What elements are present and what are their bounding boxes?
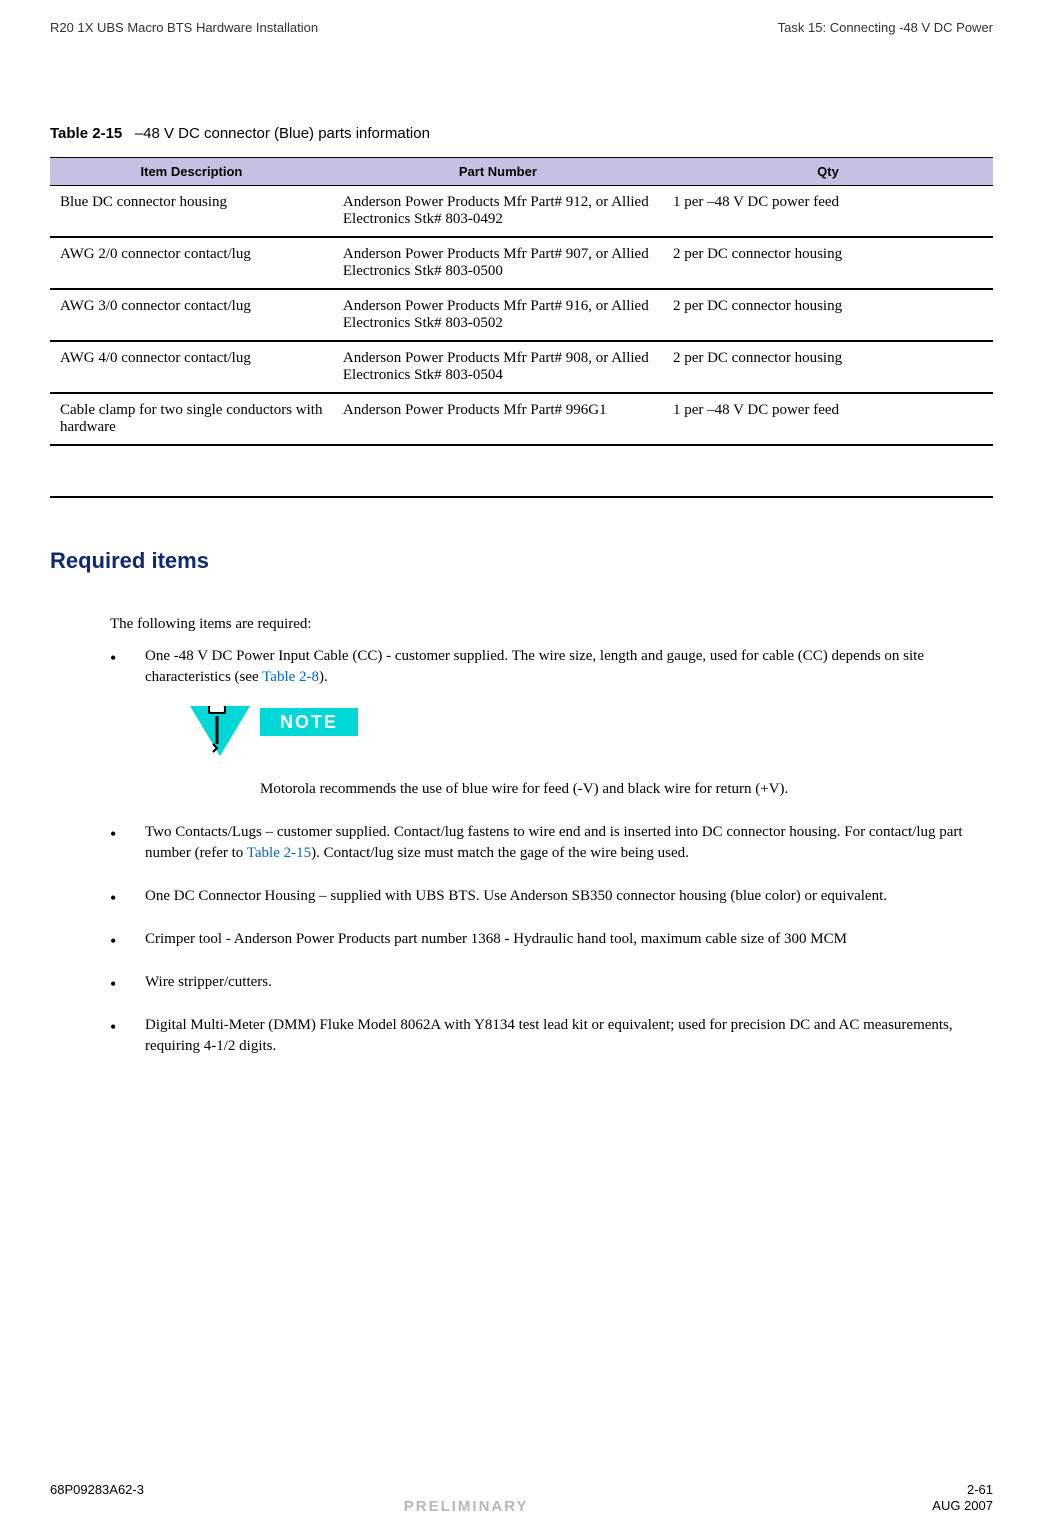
col-header-part: Part Number [333,158,663,186]
table-cell: 1 per –48 V DC power feed [663,186,993,238]
section-divider [50,496,993,498]
list-item: Two Contacts/Lugs – customer supplied. C… [110,822,993,864]
list-item: One DC Connector Housing – supplied with… [110,886,993,907]
table-row: AWG 4/0 connector contact/lugAnderson Po… [50,341,993,393]
note-block: NOTE Motorola recommends the use of blue … [180,706,993,800]
table-row: AWG 3/0 connector contact/lugAnderson Po… [50,289,993,341]
table-cell: 2 per DC connector housing [663,237,993,289]
col-header-desc: Item Description [50,158,333,186]
section-intro: The following items are required: [110,614,993,634]
footer-page-num: 2-61 [967,1482,993,1497]
table-reference-link[interactable]: Table 2-15 [247,845,311,861]
footer-center-text: PRELIMINARY [404,1498,529,1515]
footer-preliminary: PRELIMINARY AUG 2007 [0,1498,1043,1515]
section-heading: Required items [50,548,993,574]
table-cell: AWG 4/0 connector contact/lug [50,341,333,393]
table-cell: AWG 2/0 connector contact/lug [50,237,333,289]
list-item-text: ). Contact/lug size must match the gage … [311,845,689,861]
table-cell: Anderson Power Products Mfr Part# 908, o… [333,341,663,393]
table-cell: 2 per DC connector housing [663,341,993,393]
list-item: Wire stripper/cutters. [110,972,993,993]
page: R20 1X UBS Macro BTS Hardware Installati… [0,0,1043,1527]
note-text: Motorola recommends the use of blue wire… [260,779,993,800]
note-header: NOTE [180,706,993,761]
table-row: Cable clamp for two single conductors wi… [50,393,993,445]
table-cell: AWG 3/0 connector contact/lug [50,289,333,341]
list-item-text: Crimper tool - Anderson Power Products p… [145,931,847,947]
required-items-list: One -48 V DC Power Input Cable (CC) - cu… [110,646,993,1057]
table-cell: Anderson Power Products Mfr Part# 907, o… [333,237,663,289]
parts-table: Item Description Part Number Qty Blue DC… [50,157,993,446]
list-item-text: One DC Connector Housing – supplied with… [145,888,887,904]
table-cell: 1 per –48 V DC power feed [663,393,993,445]
table-cell: 2 per DC connector housing [663,289,993,341]
footer-date: AUG 2007 [932,1498,993,1513]
table-row: AWG 2/0 connector contact/lugAnderson Po… [50,237,993,289]
table-caption-label: Table 2-15 [50,125,122,142]
list-item-text: Digital Multi-Meter (DMM) Fluke Model 80… [145,1017,953,1054]
table-cell: Anderson Power Products Mfr Part# 996G1 [333,393,663,445]
table-caption-text: –48 V DC connector (Blue) parts informat… [135,125,430,142]
table-caption: Table 2-15 –48 V DC connector (Blue) par… [50,125,993,142]
table-cell: Anderson Power Products Mfr Part# 916, o… [333,289,663,341]
page-footer: 68P09283A62-3 2-61 [50,1482,993,1497]
table-row: Blue DC connector housingAnderson Power … [50,186,993,238]
table-cell: Cable clamp for two single conductors wi… [50,393,333,445]
list-item: Crimper tool - Anderson Power Products p… [110,929,993,950]
list-item-text: Wire stripper/cutters. [145,974,272,990]
list-item: Digital Multi-Meter (DMM) Fluke Model 80… [110,1015,993,1057]
table-header-row: Item Description Part Number Qty [50,158,993,186]
table-cell: Anderson Power Products Mfr Part# 912, o… [333,186,663,238]
note-icon [180,706,260,761]
table-body: Blue DC connector housingAnderson Power … [50,186,993,446]
list-item-text: ). [319,669,328,685]
col-header-qty: Qty [663,158,993,186]
header-left: R20 1X UBS Macro BTS Hardware Installati… [50,20,318,35]
page-header: R20 1X UBS Macro BTS Hardware Installati… [50,20,993,35]
header-right: Task 15: Connecting -48 V DC Power [778,20,993,35]
note-badge: NOTE [260,708,358,736]
table-reference-link[interactable]: Table 2-8 [262,669,319,685]
footer-doc-id: 68P09283A62-3 [50,1482,144,1497]
list-item: One -48 V DC Power Input Cable (CC) - cu… [110,646,993,800]
table-cell: Blue DC connector housing [50,186,333,238]
